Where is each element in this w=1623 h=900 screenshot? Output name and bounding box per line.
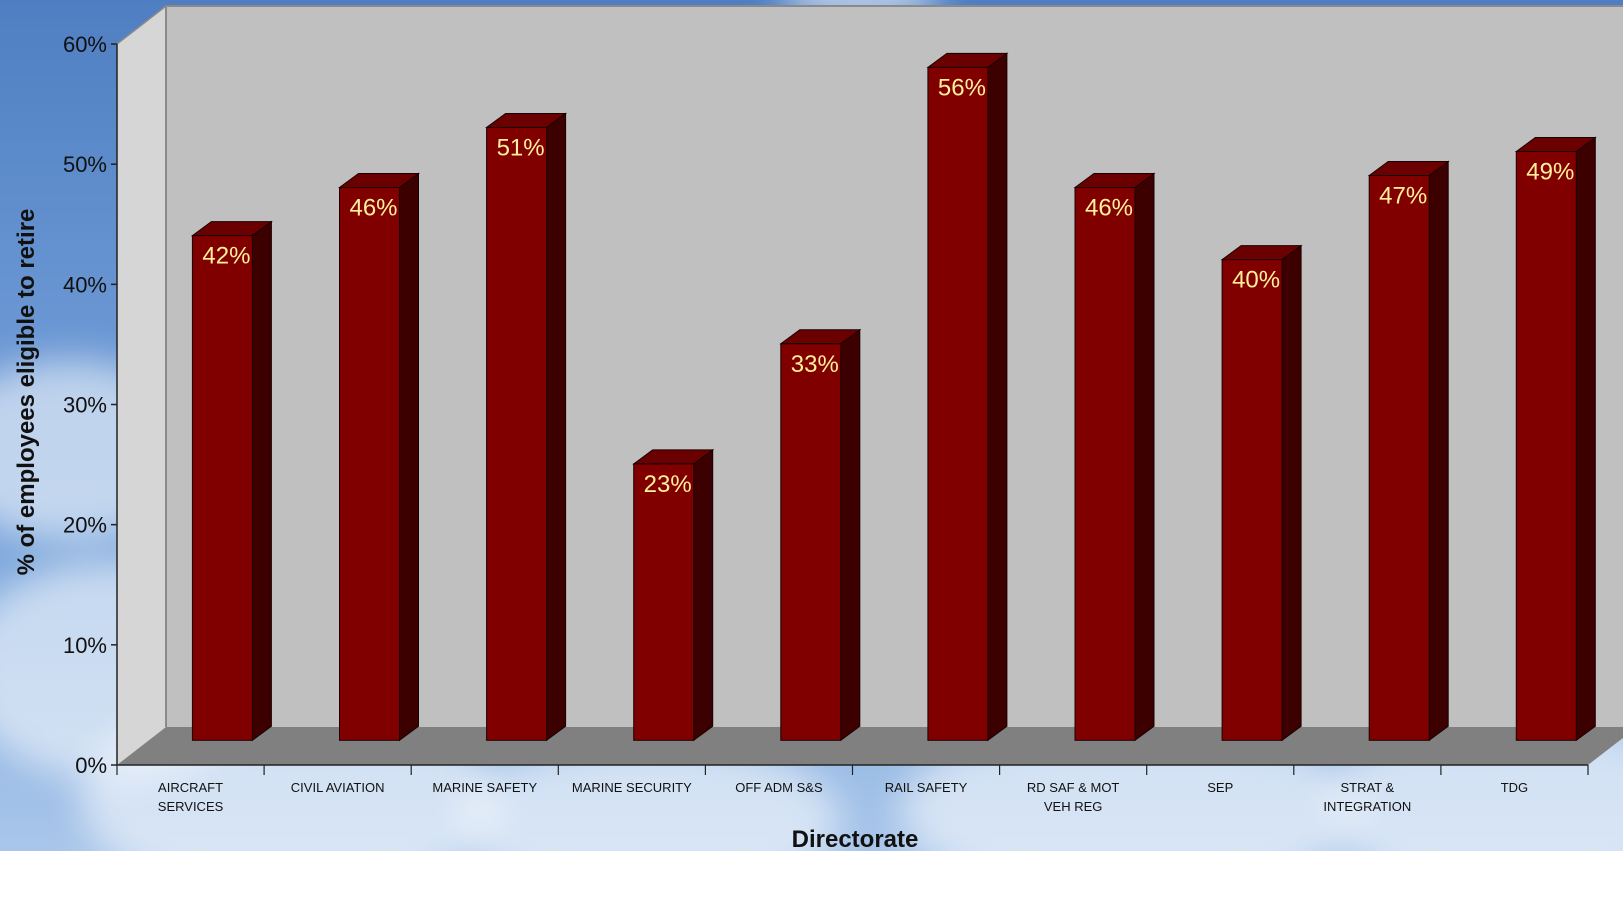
x-tick-label: TDG [1501, 780, 1528, 795]
data-label: 40% [1232, 267, 1280, 294]
bar [780, 343, 842, 741]
bar-group: 23% [632, 448, 715, 742]
bars: 42% 46% 51% 23% 33% 56% 46% 40% 47% 49% [190, 52, 1597, 742]
x-tick-label: RAIL SAFETY [885, 780, 968, 795]
x-tick-label: MARINE SECURITY [572, 780, 692, 795]
bar-group: 42% [190, 220, 273, 742]
y-axis-title: % of employees eligible to retire [13, 209, 40, 576]
bar-side [987, 52, 1008, 742]
data-label: 23% [644, 471, 692, 498]
y-tick-label: 20% [63, 513, 107, 538]
data-label: 56% [938, 74, 986, 101]
bar-side [1575, 136, 1596, 742]
bar [1074, 187, 1136, 741]
x-axis-title: Directorate [792, 826, 919, 851]
bar [1515, 150, 1577, 741]
x-tick-label: CIVIL AVIATION [291, 780, 385, 795]
bar-side [840, 328, 861, 742]
y-tick-label: 60% [63, 32, 107, 57]
data-label: 33% [791, 351, 839, 378]
data-label: 46% [349, 195, 397, 222]
y-tick-label: 40% [63, 272, 107, 297]
y-tick-label: 0% [75, 753, 107, 778]
bar [633, 463, 695, 741]
bar-group: 46% [337, 172, 421, 742]
bar [339, 187, 400, 741]
bar [191, 235, 253, 741]
bar-group: 51% [485, 112, 568, 742]
y-axis: 0% 10% 20% 30% 40% 50% 60% [63, 32, 118, 778]
bar-chart: 0%10%20%30%40%50%60% 42%46%51%23%33%56%4… [13, 5, 1623, 851]
side-wall [117, 6, 166, 765]
x-tick-label: MARINE SAFETY [432, 780, 537, 795]
bar [927, 66, 989, 741]
x-tick-label: STRAT & INTEGRATION [1323, 780, 1411, 814]
data-label: 42% [202, 243, 250, 270]
wall-edge [116, 5, 167, 45]
bar-group: 46% [1073, 172, 1156, 742]
bar-group: 33% [779, 328, 862, 742]
bar [1221, 259, 1283, 741]
x-axis: AIRCRAFT SERVICES CIVIL AVIATION MARINE SAF… [116, 764, 1589, 814]
data-label: 49% [1526, 158, 1574, 185]
bar-side [1428, 160, 1449, 742]
x-tick-label: AIRCRAFT SERVICES [158, 780, 224, 814]
bar-side [546, 112, 567, 742]
bar-side [1281, 244, 1302, 742]
bar-group: 49% [1514, 136, 1597, 742]
x-tick-label: OFF ADM S&S [735, 780, 823, 795]
x-tick-label: RD SAF & MOT VEH REG [1027, 780, 1120, 814]
bar [486, 126, 548, 741]
bar-side [399, 172, 419, 742]
data-label: 46% [1085, 195, 1133, 222]
y-tick-label: 50% [63, 152, 107, 177]
bar [1368, 175, 1430, 741]
data-label: 47% [1379, 183, 1427, 210]
bar-group: 56% [926, 52, 1009, 742]
bar-side [251, 220, 272, 742]
bar-side [1134, 172, 1155, 742]
bar-group: 47% [1367, 160, 1450, 742]
bar-side [693, 448, 714, 742]
y-tick-label: 10% [63, 633, 107, 658]
bar-group: 40% [1220, 244, 1303, 742]
data-label: 51% [497, 134, 545, 161]
x-tick-label: SEP [1207, 780, 1233, 795]
y-tick-label: 30% [63, 393, 107, 418]
